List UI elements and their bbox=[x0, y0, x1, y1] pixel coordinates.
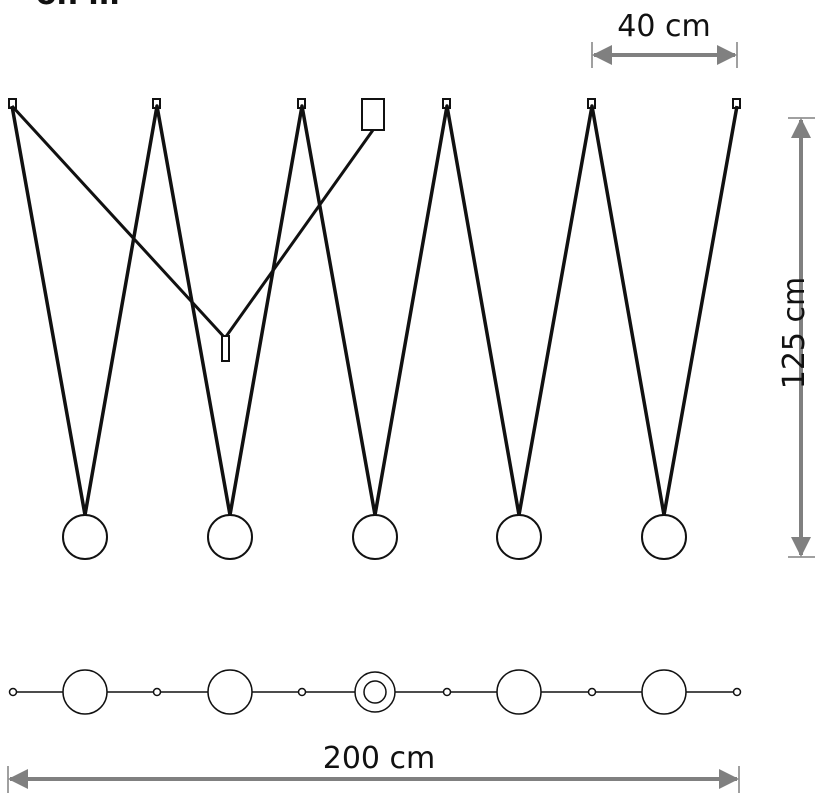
dim-40-label: 40 cm bbox=[617, 9, 710, 44]
title-fragment: on m bbox=[36, 0, 120, 12]
cable-connector bbox=[221, 335, 230, 362]
top-view-globe-5 bbox=[641, 669, 687, 715]
power-cable-right bbox=[223, 129, 375, 339]
top-view-hook-5 bbox=[587, 687, 597, 697]
top-view-globe-4 bbox=[496, 669, 542, 715]
top-view bbox=[8, 669, 742, 715]
pendant-globes bbox=[62, 514, 687, 560]
dimension-40cm: 40 cm bbox=[591, 9, 738, 68]
zigzag-cable bbox=[10, 104, 739, 517]
top-view-hook-2 bbox=[152, 687, 162, 697]
top-view-hook-1 bbox=[8, 687, 18, 697]
dimension-200cm: 200 cm bbox=[7, 741, 740, 793]
power-cables bbox=[10, 104, 375, 340]
dim-200-label: 200 cm bbox=[323, 741, 436, 776]
top-view-globe-1 bbox=[62, 669, 108, 715]
pendant-globe-4 bbox=[496, 514, 542, 560]
ceiling-hooks bbox=[8, 98, 741, 109]
top-view-globe-2 bbox=[207, 669, 253, 715]
top-view-hook-3 bbox=[297, 687, 307, 697]
ceiling-canopy bbox=[361, 98, 385, 131]
power-cable-left bbox=[10, 104, 227, 340]
top-view-hook-6 bbox=[732, 687, 742, 697]
dimension-125cm: 125 cm bbox=[777, 117, 815, 558]
top-view-canopy-inner bbox=[363, 680, 387, 704]
pendant-globe-1 bbox=[62, 514, 108, 560]
pendant-globe-3 bbox=[352, 514, 398, 560]
pendant-globe-2 bbox=[207, 514, 253, 560]
suspension-cables bbox=[10, 104, 739, 517]
dim-125-label: 125 cm bbox=[777, 277, 812, 390]
top-view-hook-4 bbox=[442, 687, 452, 697]
pendant-globe-5 bbox=[641, 514, 687, 560]
